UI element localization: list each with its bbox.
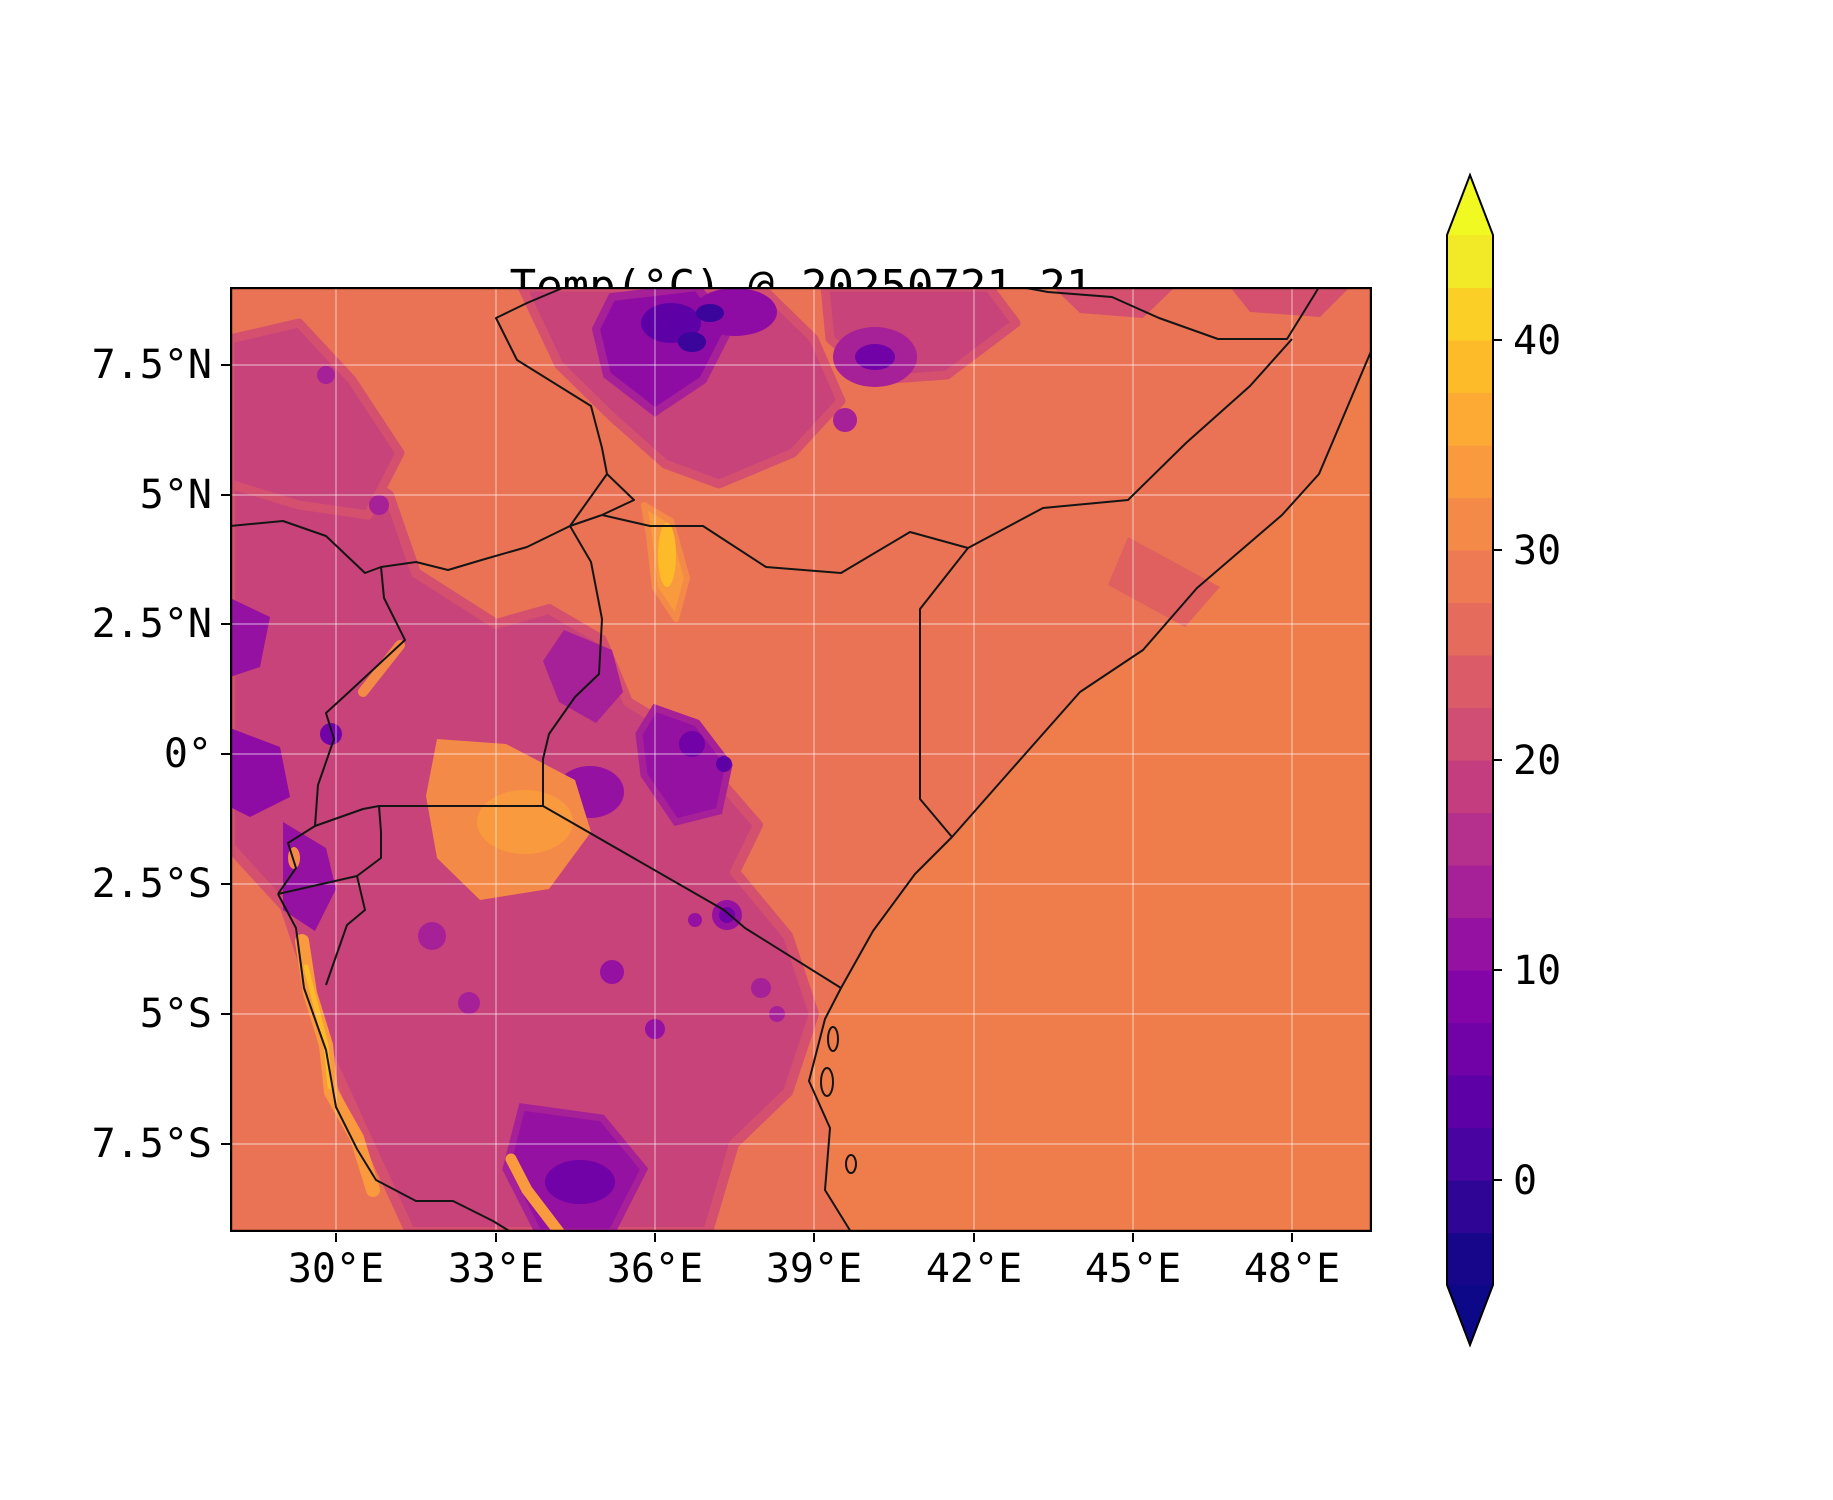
warm-lake-spots [288, 502, 690, 1238]
colorbar-segment [1447, 655, 1493, 709]
temperature-map [225, 282, 1373, 1238]
colorbar-segment [1447, 1180, 1493, 1234]
colorbar-segment [1447, 812, 1493, 866]
colorbar-tick-label: 10 [1513, 948, 1561, 994]
colorbar-segment [1447, 760, 1493, 814]
x-axis-tick-mark [654, 1233, 656, 1242]
x-axis-tick-mark [973, 1233, 975, 1242]
colorbar-segment [1447, 392, 1493, 446]
colorbar-segment [1447, 550, 1493, 604]
colorbar-segment [1447, 1075, 1493, 1129]
graticule [230, 287, 1372, 1232]
x-axis-tick-mark [1132, 1233, 1134, 1242]
x-axis-tick-mark [335, 1233, 337, 1242]
y-tick-label: 0° [163, 731, 212, 777]
colorbar-under-arrow [1447, 1285, 1493, 1345]
x-tick-label: 39°E [765, 1246, 863, 1292]
colorbar-segment [1447, 235, 1493, 289]
y-axis-tick-mark [221, 1013, 230, 1015]
colorbar-segment [1447, 917, 1493, 971]
y-tick-label: 7.5°S [91, 1121, 212, 1167]
y-axis-tick-mark [221, 494, 230, 496]
colorbar: 0 10 20 30 40 [1446, 172, 1561, 1348]
x-tick-label: 36°E [606, 1246, 704, 1292]
x-axis-tick-mark [495, 1233, 497, 1242]
colorbar-segment [1447, 1127, 1493, 1181]
y-tick-label: 5°S [139, 991, 212, 1037]
island-outline [820, 1067, 834, 1097]
y-tick-label: 5°N [139, 472, 212, 518]
colorbar-outline [1446, 172, 1494, 1348]
y-axis-tick-mark [221, 364, 230, 366]
x-axis-tick-mark [813, 1233, 815, 1242]
colorbar-tick-label: 30 [1513, 528, 1561, 574]
colorbar-segment [1447, 970, 1493, 1024]
x-tick-label: 45°E [1084, 1246, 1182, 1292]
x-tick-label: 42°E [925, 1246, 1023, 1292]
colorbar-segment [1447, 865, 1493, 919]
map-border [229, 286, 1373, 1233]
x-tick-label: 48°E [1243, 1246, 1341, 1292]
island-outline [827, 1026, 839, 1052]
y-tick-label: 2.5°S [91, 861, 212, 907]
colorbar-tick-label: 20 [1513, 738, 1561, 784]
y-axis-tick-mark [221, 623, 230, 625]
y-tick-label: 7.5°N [91, 342, 212, 388]
x-tick-label: 33°E [447, 1246, 545, 1292]
x-tick-label: 30°E [287, 1246, 385, 1292]
colorbar-tick-label: 40 [1513, 318, 1561, 364]
x-axis-tick-mark [1291, 1233, 1293, 1242]
colorbar-over-arrow [1447, 175, 1493, 235]
colorbar-segment [1447, 1022, 1493, 1076]
coastline [808, 348, 1373, 1233]
colorbar-segment [1447, 445, 1493, 499]
colorbar-segment [1447, 340, 1493, 394]
map-axes [225, 282, 1373, 1238]
colorbar-segment [1447, 707, 1493, 761]
y-axis-tick-mark [221, 883, 230, 885]
y-tick-label: 2.5°N [91, 601, 212, 647]
colorbar-segment [1447, 1232, 1493, 1286]
y-axis-tick-mark [221, 1143, 230, 1145]
y-axis-tick-mark [221, 753, 230, 755]
colorbar-segment [1447, 287, 1493, 341]
island-outline [845, 1154, 857, 1174]
country-borders [229, 286, 1373, 1233]
colorbar-segment [1447, 602, 1493, 656]
colorbar-tick-label: 0 [1513, 1158, 1537, 1204]
colorbar-segment [1447, 497, 1493, 551]
